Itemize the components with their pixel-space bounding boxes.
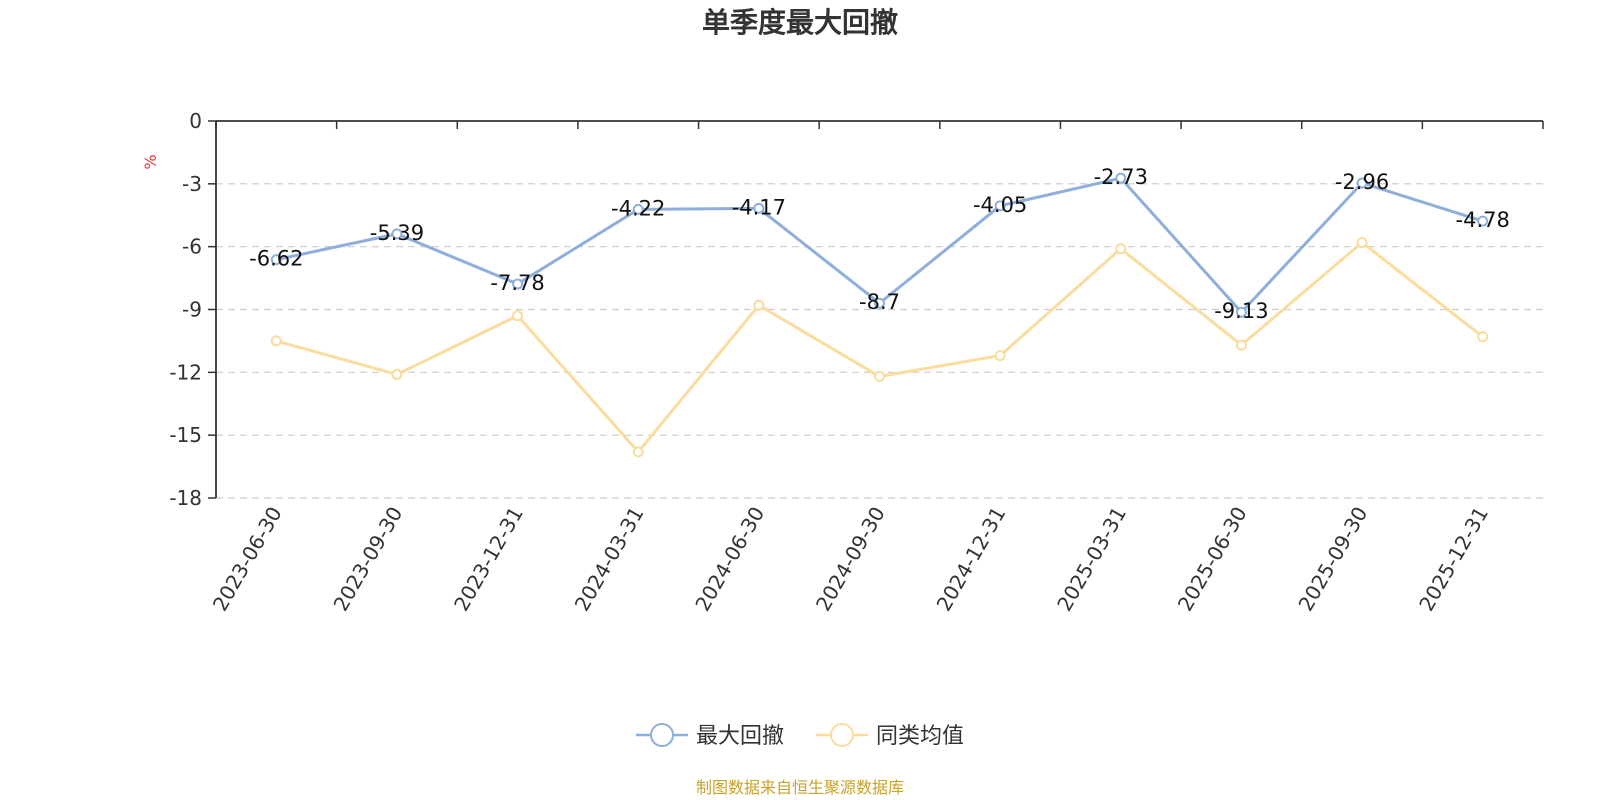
data-point[interactable]: [1356, 236, 1368, 248]
x-tick-label: 2025-09-30: [1293, 503, 1372, 616]
data-point[interactable]: [1477, 331, 1489, 343]
data-point[interactable]: [512, 310, 524, 322]
x-tick-label: 2025-12-31: [1414, 503, 1493, 616]
x-tick-label: 2024-06-30: [690, 503, 769, 616]
legend-item-2[interactable]: 同类均值: [816, 723, 964, 749]
data-point[interactable]: [632, 203, 644, 215]
series-line-2: [275, 240, 1484, 454]
x-tick-label: 2025-06-30: [1173, 503, 1252, 616]
data-point[interactable]: [994, 200, 1006, 212]
data-point[interactable]: [1115, 172, 1127, 184]
y-tick-label: -6: [182, 235, 202, 259]
data-label: -4.05: [973, 193, 1027, 217]
y-tick-label: 0: [189, 109, 202, 133]
data-point[interactable]: [874, 371, 885, 383]
legend-item-1[interactable]: 最大回撤: [636, 723, 784, 749]
grid-lines: [216, 183, 1543, 499]
legend-label: 最大回撤: [696, 724, 784, 749]
y-tick-label: -15: [169, 423, 202, 447]
x-tick-label: 2023-09-30: [328, 503, 407, 616]
x-tick-label: 2023-12-31: [449, 503, 528, 616]
y-tick-label: -18: [169, 486, 202, 510]
series-layer: [270, 172, 1489, 458]
x-tick-label: 2024-09-30: [811, 503, 890, 616]
data-label: -4.22: [611, 196, 665, 220]
data-label: -5.39: [370, 221, 424, 245]
data-label: -4.78: [1456, 208, 1510, 232]
x-tick-label: 2025-03-31: [1052, 503, 1131, 616]
data-point[interactable]: [391, 228, 403, 240]
y-axis-unit: %: [141, 154, 160, 169]
x-tick-label: 2024-03-31: [570, 503, 649, 616]
data-point[interactable]: [874, 297, 885, 309]
x-tick-label: 2024-12-31: [932, 503, 1011, 616]
data-point[interactable]: [1115, 243, 1127, 255]
data-point[interactable]: [512, 278, 524, 290]
data-label: -7.78: [490, 271, 544, 295]
data-point[interactable]: [753, 202, 765, 214]
source-note: 制图数据来自恒生聚源数据库: [696, 778, 904, 797]
data-label: -6.62: [249, 247, 303, 271]
y-tick-label: -12: [169, 360, 202, 384]
data-point[interactable]: [753, 299, 765, 311]
data-point[interactable]: [632, 446, 644, 458]
data-point[interactable]: [1477, 215, 1489, 227]
data-point[interactable]: [270, 254, 282, 266]
x-tick-label: 2023-06-30: [208, 503, 287, 616]
chart-title: 单季度最大回撤: [702, 6, 898, 39]
data-point[interactable]: [391, 368, 403, 380]
legend-label: 同类均值: [876, 724, 964, 749]
data-label: -2.73: [1094, 165, 1148, 189]
y-tick-label: -9: [182, 298, 202, 322]
legend-marker-icon: [650, 723, 674, 747]
data-labels: -6.62 -5.39 -7.78 -4.22 -4.17 -8.7 -4.05 -2.73 -…: [249, 165, 1510, 323]
data-point[interactable]: [1235, 306, 1247, 318]
data-label: -8.7: [859, 290, 900, 314]
data-point[interactable]: [994, 350, 1006, 362]
data-point[interactable]: [270, 335, 282, 347]
y-tick-label: -3: [182, 172, 202, 196]
data-point[interactable]: [1235, 339, 1247, 351]
data-label: -2.96: [1335, 170, 1389, 194]
data-label: -9.13: [1214, 299, 1268, 323]
legend[interactable]: 最大回撤 同类均值: [636, 723, 964, 749]
data-label: -4.17: [732, 195, 786, 219]
data-point[interactable]: [1356, 177, 1368, 189]
legend-marker-icon: [830, 723, 854, 747]
